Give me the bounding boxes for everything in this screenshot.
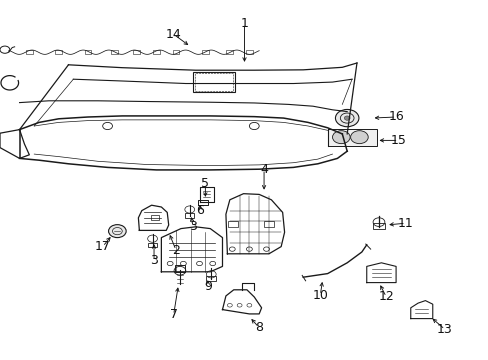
Bar [150,215,159,220]
Text: 17: 17 [95,240,110,253]
Bar [226,50,233,54]
Text: 7: 7 [169,309,177,321]
Circle shape [344,116,349,120]
Circle shape [108,225,126,238]
Bar [245,50,252,54]
Bar [228,221,238,227]
Text: 9: 9 [203,280,211,293]
Bar [111,50,118,54]
Bar [55,50,62,54]
Text: 1: 1 [240,17,248,30]
Text: 4: 4 [260,163,267,176]
Text: 5: 5 [201,177,209,190]
Bar [84,50,91,54]
Bar [193,72,234,92]
Bar [133,50,140,54]
Text: 16: 16 [387,111,403,123]
Circle shape [332,131,349,144]
Bar [206,276,216,281]
Text: 3: 3 [150,255,158,267]
Text: 10: 10 [312,289,327,302]
Text: 15: 15 [390,134,406,147]
Bar [327,129,376,146]
Bar [172,50,179,54]
Circle shape [350,131,367,144]
Bar [185,213,194,218]
Text: 13: 13 [436,323,452,336]
Text: 6: 6 [196,204,204,217]
Text: 3: 3 [189,220,197,233]
Circle shape [335,109,358,127]
Text: 11: 11 [397,217,413,230]
Bar [372,223,384,229]
Text: 14: 14 [165,28,181,41]
Bar [148,243,157,247]
Bar [175,265,184,272]
Bar [202,50,208,54]
Text: 12: 12 [378,291,393,303]
Text: 8: 8 [255,321,263,334]
Bar [26,50,33,54]
Text: 2: 2 [172,244,180,257]
Bar [264,221,273,227]
Bar [153,50,160,54]
